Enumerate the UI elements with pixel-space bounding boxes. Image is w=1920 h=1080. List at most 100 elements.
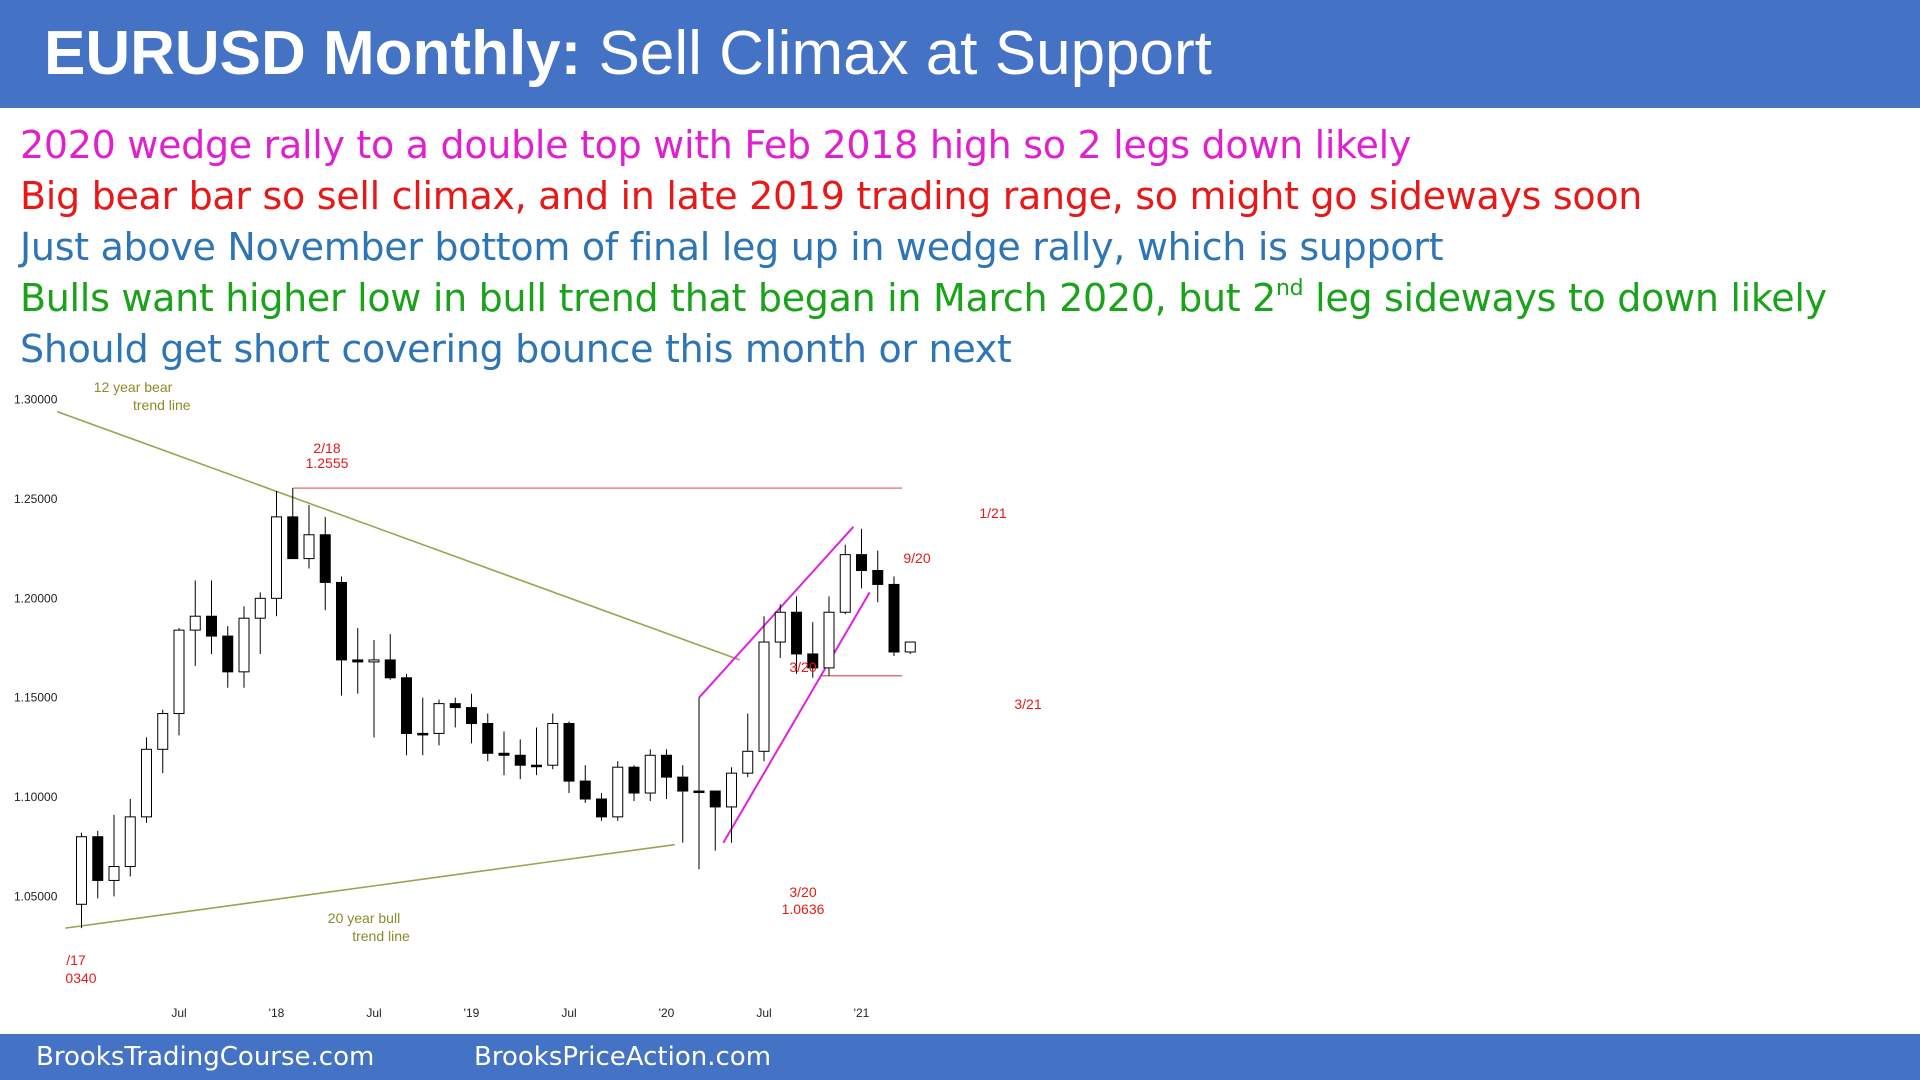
candle-body (449, 703, 461, 709)
candle (141, 737, 152, 823)
footer-bar: BrooksTradingCourse.com BrooksPriceActio… (0, 1034, 1920, 1080)
candle-body (206, 615, 217, 637)
candle-body (661, 754, 672, 778)
footer-left-link[interactable]: BrooksTradingCourse.com (36, 1042, 375, 1072)
y-tick-label: 1.25000 (14, 492, 58, 506)
chart-annotation: 1.0636 (782, 901, 825, 917)
candle-body (173, 629, 185, 715)
chart-annotation: 3/20 (789, 659, 816, 675)
candle (271, 491, 282, 617)
candle-body (222, 635, 234, 673)
footer-right-link[interactable]: BrooksPriceAction.com (474, 1042, 772, 1072)
annotations: 12 year bear trend line 2/181.2555 1/21 9/20… (65, 380, 1041, 986)
candle-body (807, 653, 819, 669)
candle (189, 580, 201, 666)
candle (498, 731, 510, 776)
candle-body (319, 534, 331, 583)
candle (547, 713, 559, 770)
candle-body (76, 836, 87, 905)
candle-body (482, 722, 494, 754)
candle-body (352, 659, 364, 663)
candle (466, 693, 477, 744)
y-tick-label: 1.30000 (14, 393, 58, 407)
candle (157, 709, 169, 774)
candle (92, 830, 104, 899)
page-title: EURUSD Monthly: Sell Climax at Support (44, 18, 1212, 90)
candle (612, 761, 624, 821)
x-tick-label: '19 (464, 1006, 480, 1020)
candle (579, 765, 591, 803)
candle-body (92, 836, 104, 881)
candle (807, 622, 819, 678)
candle (417, 697, 429, 756)
candle (206, 580, 217, 654)
x-tick-label: Jul (366, 1006, 381, 1020)
candle-body (238, 617, 250, 673)
candle (433, 699, 445, 746)
candle-body (189, 615, 201, 631)
candle (628, 765, 640, 801)
candle (872, 550, 884, 603)
x-tick-label: '20 (659, 1006, 675, 1020)
candle (287, 488, 299, 560)
candle-body (726, 772, 737, 808)
candle (482, 713, 494, 762)
candle (839, 544, 851, 615)
candle-body (612, 766, 624, 818)
chart-annotation: 9/20 (903, 550, 930, 566)
candle-body (514, 754, 526, 766)
candle-body (904, 641, 916, 653)
chart-annotation: 1/21 (979, 505, 1006, 521)
candle (173, 628, 185, 736)
y-tick-label: 1.05000 (14, 889, 58, 903)
candle (742, 713, 754, 778)
candle-body (417, 732, 429, 736)
chart-annotation: 12 year bear (94, 380, 173, 395)
bullet-4-post: leg sideways to down likely (1303, 276, 1827, 320)
chart-annotation: 3/20 (789, 884, 816, 900)
title-bold: EURUSD Monthly: (44, 19, 582, 88)
candle (352, 628, 364, 694)
candle (726, 767, 737, 843)
chart-annotation: trend line (352, 928, 410, 944)
chart-annotation: 2/18 (313, 440, 340, 456)
y-axis-labels: 1.30000 1.25000 1.20000 1.15000 1.10000 1.050… (14, 393, 58, 904)
x-axis-labels: Jul '18 Jul '19 Jul '20 Jul '21 (171, 1006, 869, 1020)
bullet-4: Bulls want higher low in bull trend that… (20, 275, 1827, 321)
x-tick-label: Jul (756, 1006, 771, 1020)
candle-body (287, 516, 299, 560)
candlestick-chart: 1.30000 1.25000 1.20000 1.15000 1.10000 1.050… (14, 380, 1042, 1020)
candle-body (742, 750, 754, 774)
candle-body (384, 659, 396, 679)
candle-body (303, 534, 315, 560)
x-tick-label: '21 (854, 1006, 870, 1020)
candle-body (709, 790, 721, 808)
y-tick-label: 1.20000 (14, 591, 58, 605)
candle (401, 673, 412, 756)
candle-body (466, 707, 477, 724)
candle-body (872, 570, 884, 585)
candle-body (271, 516, 282, 599)
candle (693, 697, 705, 870)
candle-body (758, 641, 770, 752)
chart-annotation: 1.2555 (306, 455, 349, 471)
x-tick-label: '18 (269, 1006, 285, 1020)
candle (758, 616, 770, 762)
candle (384, 634, 396, 680)
candle-body (433, 703, 445, 734)
x-tick-label: Jul (171, 1006, 186, 1020)
candle-body (108, 866, 120, 881)
candles (76, 488, 916, 929)
chart-annotation: /17 (66, 952, 86, 968)
candle (596, 793, 607, 821)
candle-body (677, 776, 689, 792)
candle-body (596, 798, 607, 818)
bullet-4-sup: nd (1276, 276, 1304, 301)
candle (823, 596, 835, 676)
candle (709, 790, 721, 851)
y-tick-label: 1.15000 (14, 691, 58, 705)
bull-trend-line-20yr (65, 843, 675, 929)
candle (791, 596, 802, 674)
candle (677, 765, 689, 843)
candle-body (628, 766, 640, 794)
